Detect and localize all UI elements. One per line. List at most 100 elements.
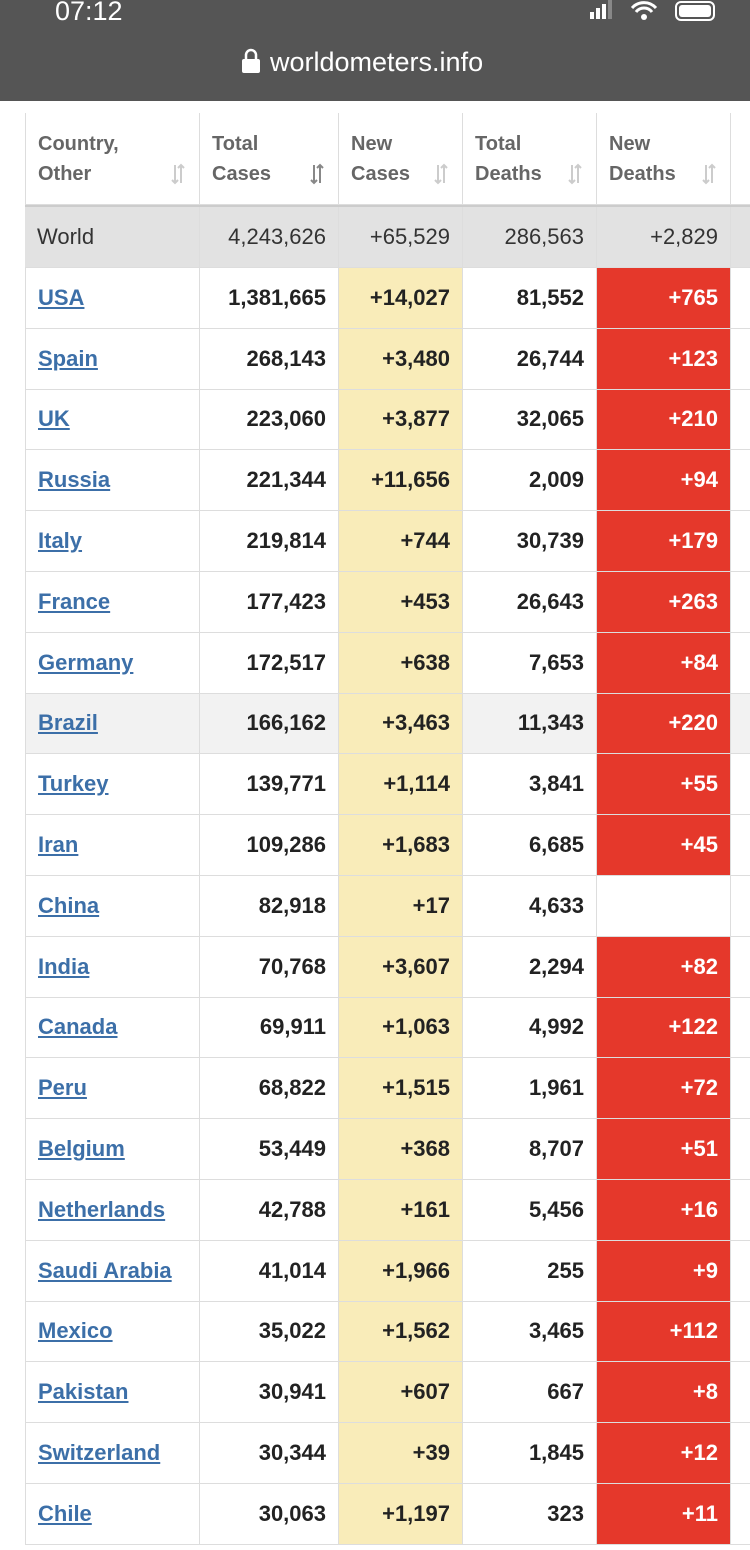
data-cell: 2,009 [463,450,597,512]
sort-icon[interactable] [434,163,448,185]
world-value: 286,563 [504,224,584,249]
cell-value: +11 [681,1500,718,1526]
cell-value: 177,423 [246,588,326,614]
country-link[interactable]: Spain [38,345,98,371]
country-cell[interactable]: Netherlands [25,1180,200,1241]
data-cell: +11 [597,1484,731,1545]
column-header[interactable]: Total Cases [200,113,339,205]
data-cell-cut [731,632,750,694]
data-cell: 3,841 [463,754,597,816]
cell-value: +368 [400,1136,450,1162]
url[interactable]: worldometers.info [270,47,484,77]
country-cell[interactable]: Iran [25,815,200,876]
header-label[interactable]: Total Cases [212,132,271,185]
country-link[interactable]: Germany [38,649,134,675]
country-link[interactable]: Saudi Arabia [38,1257,172,1283]
cell-value: 68,822 [258,1075,326,1101]
header-label[interactable]: Total Deaths [475,132,542,185]
country-link[interactable]: Belgium [38,1136,125,1162]
data-cell: +1,966 [339,1240,463,1302]
header-label[interactable]: New Deaths [609,132,676,185]
cell-value: 2,294 [528,953,584,979]
country-cell[interactable]: Saudi Arabia [25,1240,200,1302]
country-link[interactable]: Pakistan [38,1379,129,1405]
header-label[interactable]: New Cases [351,132,410,185]
country-cell[interactable]: Germany [25,632,200,694]
cell-value: 255 [547,1257,584,1283]
country-cell[interactable]: Belgium [25,1119,200,1180]
cell-value: 11,343 [517,710,584,736]
data-cell: 268,143 [200,328,339,390]
country-link[interactable]: Mexico [38,1318,113,1344]
data-cell: +45 [597,815,731,876]
country-link[interactable]: Canada [38,1014,118,1040]
country-cell[interactable]: Canada [25,997,200,1059]
data-cell: 219,814 [200,511,339,572]
column-header[interactable]: New Cases [339,113,463,205]
sort-icon[interactable] [702,163,716,185]
country-link[interactable]: Iran [38,832,79,858]
cell-value: +123 [668,345,718,371]
cell-value: 32,065 [516,406,584,432]
column-header[interactable]: Country, Other [25,113,200,205]
country-link[interactable]: UK [38,406,70,432]
data-cell: 41,014 [200,1240,339,1302]
country-cell[interactable]: UK [25,389,200,451]
country-cell[interactable]: Pakistan [25,1362,200,1424]
data-cell: 26,643 [463,572,597,633]
sort-icon[interactable] [568,163,582,185]
column-header[interactable]: New Deaths [597,113,731,205]
country-link[interactable]: Peru [38,1075,87,1101]
cell-value: +1,683 [382,832,450,858]
country-link[interactable]: Brazil [38,710,98,736]
country-link[interactable]: France [38,588,111,614]
country-cell[interactable]: Russia [25,450,200,512]
country-cell[interactable]: Brazil [25,693,200,755]
sort-icon[interactable] [171,163,185,185]
header-label[interactable]: Country, Other [38,132,119,185]
country-cell[interactable]: India [25,936,200,998]
country-cell[interactable]: Italy [25,511,200,572]
cell-value: +39 [412,1440,450,1466]
country-link[interactable]: Netherlands [38,1196,166,1222]
data-cell: +3,480 [339,328,463,390]
column-header[interactable]: Total Deaths [463,113,597,205]
data-cell: +9 [597,1240,731,1302]
cell-value: 1,381,665 [228,284,326,310]
data-cell: 26,744 [463,328,597,390]
country-cell[interactable]: Mexico [25,1301,200,1363]
country-cell[interactable]: France [25,572,200,633]
data-cell: 172,517 [200,632,339,694]
cell-value: +1,114 [383,771,450,797]
data-cell: 82,918 [200,876,339,937]
sort-icon[interactable] [310,163,324,185]
country-link[interactable]: Russia [38,467,111,493]
data-cell: +94 [597,450,731,512]
cell-value: +453 [400,588,450,614]
data-cell: +39 [339,1423,463,1484]
data-cell: 11,343 [463,693,597,755]
country-cell[interactable]: Peru [25,1058,200,1120]
country-cell[interactable]: Spain [25,328,200,390]
world-label: World [37,224,95,249]
cell-value: +16 [680,1196,718,1222]
country-link[interactable]: China [38,892,100,918]
country-cell[interactable]: USA [25,268,200,329]
cell-value: +8 [692,1379,718,1405]
country-link[interactable]: Chile [38,1500,92,1526]
country-cell[interactable]: Chile [25,1484,200,1545]
country-link[interactable]: Switzerland [38,1440,161,1466]
data-cell: +12 [597,1423,731,1484]
country-link[interactable]: Turkey [38,771,109,797]
country-link[interactable]: Italy [38,528,83,554]
cell-value: +220 [668,710,718,736]
country-link[interactable]: India [38,953,90,979]
cell-value: +1,197 [382,1500,450,1526]
country-cell[interactable]: Switzerland [25,1423,200,1484]
country-cell[interactable]: Turkey [25,754,200,816]
cell-value: +210 [668,406,718,432]
country-cell[interactable]: China [25,876,200,937]
data-cell: +1,683 [339,815,463,876]
country-link[interactable]: USA [38,284,85,310]
world-cell: 286,563 [463,207,597,268]
